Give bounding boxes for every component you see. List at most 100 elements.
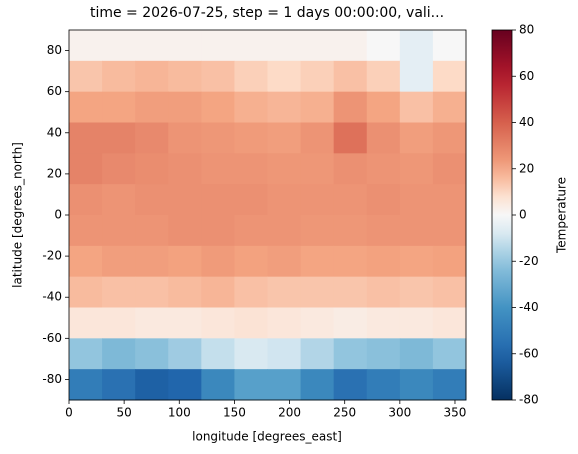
heatmap-cell (267, 30, 302, 62)
heatmap-cell (135, 369, 169, 401)
heatmap-cell (333, 369, 368, 401)
heatmap-cell (135, 91, 169, 123)
heatmap-cell (201, 184, 235, 216)
x-tick-label: 300 (388, 406, 411, 420)
x-tick-label: 150 (223, 406, 246, 420)
heatmap-cell (201, 369, 235, 401)
heatmap-cell (399, 215, 434, 247)
heatmap-cell (399, 60, 434, 93)
heatmap-cell (168, 60, 202, 93)
heatmap-cell (333, 215, 368, 247)
heatmap-cell (432, 153, 467, 185)
heatmap-cell (69, 307, 103, 339)
heatmap-cell (267, 245, 302, 278)
heatmap-cell (399, 338, 434, 370)
heatmap-cell (366, 307, 401, 339)
heatmap-cell (399, 184, 434, 216)
heatmap-cell (102, 276, 136, 308)
heatmap-cells (69, 30, 467, 401)
chart-title: time = 2026-07-25, step = 1 days 00:00:0… (90, 5, 444, 21)
y-tick-label: 80 (47, 43, 62, 57)
heatmap-cell (135, 184, 169, 216)
colorbar-label: Temperature (555, 177, 569, 254)
x-tick-label: 250 (333, 406, 356, 420)
heatmap-cell (366, 122, 401, 154)
heatmap-cell (300, 184, 335, 216)
heatmap-cell (234, 276, 268, 308)
heatmap-cell (432, 60, 467, 93)
heatmap-cell (234, 184, 268, 216)
heatmap-cell (234, 369, 268, 401)
heatmap-cell (300, 60, 335, 93)
heatmap-cell (234, 215, 268, 247)
heatmap-cell (399, 153, 434, 185)
heatmap-cell (399, 369, 434, 401)
y-axis-label: latitude [degrees_north] (11, 142, 25, 288)
heatmap-cell (333, 122, 368, 154)
heatmap-cell (333, 184, 368, 216)
heatmap-cell (102, 338, 136, 370)
heatmap-cell (102, 122, 136, 154)
heatmap-cell (267, 153, 302, 185)
heatmap-cell (300, 276, 335, 308)
y-tick-label: -80 (42, 372, 62, 386)
heatmap-cell (267, 91, 302, 123)
heatmap-cell (168, 184, 202, 216)
heatmap-cell (399, 307, 434, 339)
heatmap-cell (69, 60, 103, 93)
heatmap-cell (168, 245, 202, 278)
y-tick-label: 40 (47, 125, 62, 139)
colorbar-tick-label: 80 (519, 23, 534, 37)
heatmap-cell (333, 338, 368, 370)
y-tick-label: 0 (54, 208, 62, 222)
heatmap-cell (234, 153, 268, 185)
y-tick-label: 60 (47, 84, 62, 98)
heatmap-cell (102, 91, 136, 123)
heatmap-cell (168, 153, 202, 185)
heatmap-cell (234, 245, 268, 278)
heatmap-cell (300, 215, 335, 247)
heatmap-cell (69, 30, 103, 62)
heatmap-cell (300, 338, 335, 370)
heatmap-cell (69, 245, 103, 278)
x-tick-label: 100 (168, 406, 191, 420)
heatmap-cell (432, 215, 467, 247)
x-tick-label: 0 (65, 406, 73, 420)
heatmap-cell (69, 153, 103, 185)
heatmap-cell (267, 215, 302, 247)
heatmap-cell (135, 30, 169, 62)
heatmap-cell (399, 245, 434, 278)
heatmap-cell (333, 245, 368, 278)
heatmap-cell (366, 276, 401, 308)
heatmap-cell (366, 60, 401, 93)
heatmap-cell (432, 307, 467, 339)
heatmap-cell (366, 369, 401, 401)
colorbar-tick-label: -40 (519, 300, 539, 314)
heatmap-cell (366, 215, 401, 247)
heatmap-cell (432, 245, 467, 278)
heatmap-cell (168, 91, 202, 123)
heatmap-cell (135, 122, 169, 154)
heatmap-cell (333, 276, 368, 308)
heatmap-cell (201, 276, 235, 308)
heatmap-cell (135, 60, 169, 93)
heatmap-cell (333, 91, 368, 123)
heatmap-cell (300, 30, 335, 62)
heatmap-cell (201, 30, 235, 62)
heatmap-cell (135, 215, 169, 247)
x-tick-label: 350 (444, 406, 467, 420)
heatmap-cell (69, 184, 103, 216)
x-axis-label: longitude [degrees_east] (192, 430, 342, 444)
heatmap-cell (432, 369, 467, 401)
heatmap-cell (201, 245, 235, 278)
heatmap-cell (168, 30, 202, 62)
heatmap-cell (234, 91, 268, 123)
heatmap-cell (234, 30, 268, 62)
colorbar (491, 29, 513, 401)
colorbar-tick-label: 20 (519, 161, 534, 175)
y-tick-label: -20 (42, 249, 62, 263)
heatmap-cell (333, 30, 368, 62)
heatmap-cell (135, 276, 169, 308)
heatmap-cell (135, 307, 169, 339)
